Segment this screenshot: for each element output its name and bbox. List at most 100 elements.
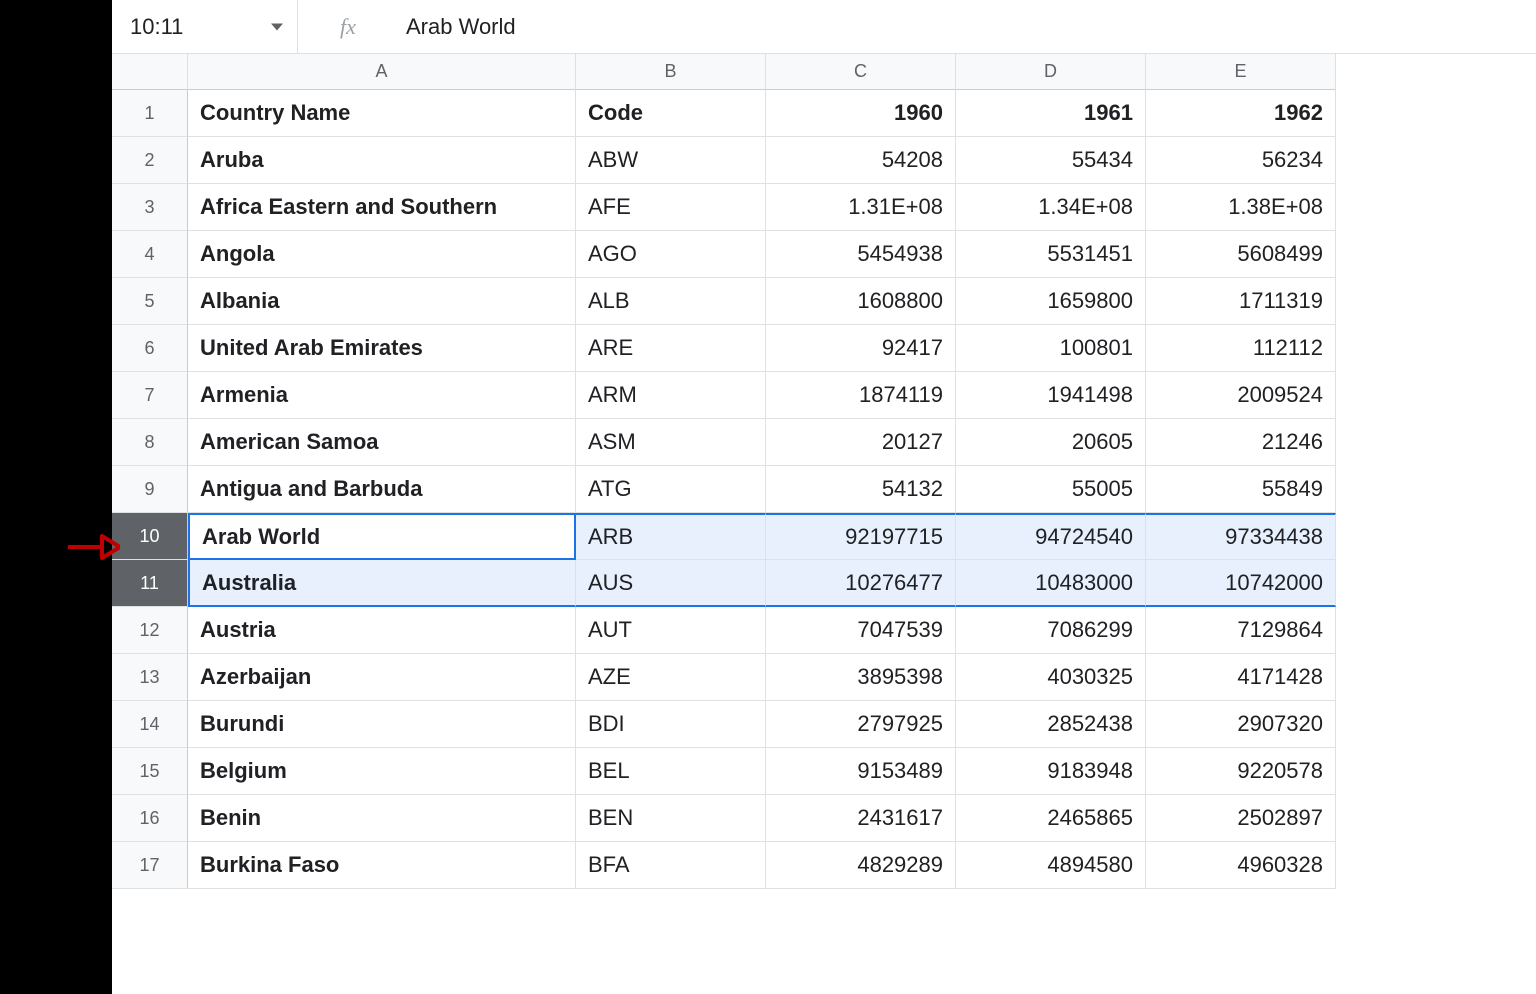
cell[interactable]: United Arab Emirates — [188, 325, 576, 372]
cell[interactable]: AZE — [576, 654, 766, 701]
cell[interactable]: 94724540 — [956, 513, 1146, 560]
cell[interactable]: 3895398 — [766, 654, 956, 701]
cell[interactable]: 20605 — [956, 419, 1146, 466]
row-header[interactable]: 12 — [112, 607, 188, 654]
cell[interactable]: 9183948 — [956, 748, 1146, 795]
cell[interactable]: 92197715 — [766, 513, 956, 560]
cell[interactable]: 1608800 — [766, 278, 956, 325]
cell[interactable]: Benin — [188, 795, 576, 842]
cell[interactable]: Azerbaijan — [188, 654, 576, 701]
cell[interactable]: 2852438 — [956, 701, 1146, 748]
chevron-down-icon[interactable] — [271, 23, 283, 30]
cell[interactable]: AUS — [576, 560, 766, 607]
cell[interactable]: AFE — [576, 184, 766, 231]
cell[interactable]: 5531451 — [956, 231, 1146, 278]
row-header[interactable]: 7 — [112, 372, 188, 419]
row-header[interactable]: 13 — [112, 654, 188, 701]
cell[interactable]: Austria — [188, 607, 576, 654]
cell[interactable]: 4171428 — [1146, 654, 1336, 701]
cell[interactable]: 2009524 — [1146, 372, 1336, 419]
cell[interactable]: Africa Eastern and Southern — [188, 184, 576, 231]
cell-active[interactable]: Arab World — [188, 513, 576, 560]
cell[interactable]: 2431617 — [766, 795, 956, 842]
cell[interactable]: ARB — [576, 513, 766, 560]
cell[interactable]: 1874119 — [766, 372, 956, 419]
cell[interactable]: 10276477 — [766, 560, 956, 607]
cell[interactable]: 4829289 — [766, 842, 956, 889]
row-header[interactable]: 4 — [112, 231, 188, 278]
cell[interactable]: 1962 — [1146, 90, 1336, 137]
col-header-b[interactable]: B — [576, 54, 766, 90]
row-header[interactable]: 14 — [112, 701, 188, 748]
row-header[interactable]: 2 — [112, 137, 188, 184]
row-header[interactable]: 3 — [112, 184, 188, 231]
cell[interactable]: Belgium — [188, 748, 576, 795]
cell[interactable]: 1.34E+08 — [956, 184, 1146, 231]
cell[interactable]: BDI — [576, 701, 766, 748]
cell[interactable]: 100801 — [956, 325, 1146, 372]
cell[interactable]: 2797925 — [766, 701, 956, 748]
cell[interactable]: 1.38E+08 — [1146, 184, 1336, 231]
row-header[interactable]: 15 — [112, 748, 188, 795]
cell[interactable]: 1960 — [766, 90, 956, 137]
row-header[interactable]: 8 — [112, 419, 188, 466]
cell[interactable]: 97334438 — [1146, 513, 1336, 560]
cell[interactable]: ALB — [576, 278, 766, 325]
col-header-e[interactable]: E — [1146, 54, 1336, 90]
cell[interactable]: ARE — [576, 325, 766, 372]
cell[interactable]: 1711319 — [1146, 278, 1336, 325]
row-header[interactable]: 5 — [112, 278, 188, 325]
cell[interactable]: 4960328 — [1146, 842, 1336, 889]
col-header-c[interactable]: C — [766, 54, 956, 90]
formula-input[interactable]: Arab World — [398, 14, 1536, 40]
cell[interactable]: 4894580 — [956, 842, 1146, 889]
cell[interactable]: 10483000 — [956, 560, 1146, 607]
cell[interactable]: ABW — [576, 137, 766, 184]
row-header[interactable]: 17 — [112, 842, 188, 889]
cell[interactable]: 55849 — [1146, 466, 1336, 513]
select-all-corner[interactable] — [112, 54, 188, 90]
cell[interactable]: ASM — [576, 419, 766, 466]
cell[interactable]: 9153489 — [766, 748, 956, 795]
cell[interactable]: BEN — [576, 795, 766, 842]
cell[interactable]: BEL — [576, 748, 766, 795]
col-header-d[interactable]: D — [956, 54, 1146, 90]
cell[interactable]: 7047539 — [766, 607, 956, 654]
cell[interactable]: 1.31E+08 — [766, 184, 956, 231]
name-box[interactable]: 10:11 — [112, 0, 298, 53]
cell[interactable]: Code — [576, 90, 766, 137]
cell[interactable]: 21246 — [1146, 419, 1336, 466]
cell[interactable]: Angola — [188, 231, 576, 278]
cell[interactable]: 9220578 — [1146, 748, 1336, 795]
cell[interactable]: Aruba — [188, 137, 576, 184]
cell[interactable]: 56234 — [1146, 137, 1336, 184]
row-header[interactable]: 1 — [112, 90, 188, 137]
cell[interactable]: Armenia — [188, 372, 576, 419]
cell[interactable]: 5454938 — [766, 231, 956, 278]
cell[interactable]: 54208 — [766, 137, 956, 184]
cell[interactable]: AGO — [576, 231, 766, 278]
cell[interactable]: 20127 — [766, 419, 956, 466]
cell[interactable]: Albania — [188, 278, 576, 325]
cell[interactable]: 92417 — [766, 325, 956, 372]
cell[interactable]: 7129864 — [1146, 607, 1336, 654]
cell[interactable]: 2465865 — [956, 795, 1146, 842]
cell[interactable]: 2907320 — [1146, 701, 1336, 748]
cell[interactable]: 2502897 — [1146, 795, 1336, 842]
cell[interactable]: 5608499 — [1146, 231, 1336, 278]
cell[interactable]: BFA — [576, 842, 766, 889]
cell[interactable]: American Samoa — [188, 419, 576, 466]
row-header[interactable]: 6 — [112, 325, 188, 372]
cell[interactable]: Country Name — [188, 90, 576, 137]
cell[interactable]: ATG — [576, 466, 766, 513]
cell[interactable]: 112112 — [1146, 325, 1336, 372]
cell[interactable]: 1961 — [956, 90, 1146, 137]
cell[interactable]: Burkina Faso — [188, 842, 576, 889]
cell[interactable]: 55005 — [956, 466, 1146, 513]
row-header[interactable]: 10 — [112, 513, 188, 560]
cell[interactable]: 54132 — [766, 466, 956, 513]
cell[interactable]: 1659800 — [956, 278, 1146, 325]
cell[interactable]: Burundi — [188, 701, 576, 748]
cell[interactable]: Australia — [188, 560, 576, 607]
row-header[interactable]: 11 — [112, 560, 188, 607]
